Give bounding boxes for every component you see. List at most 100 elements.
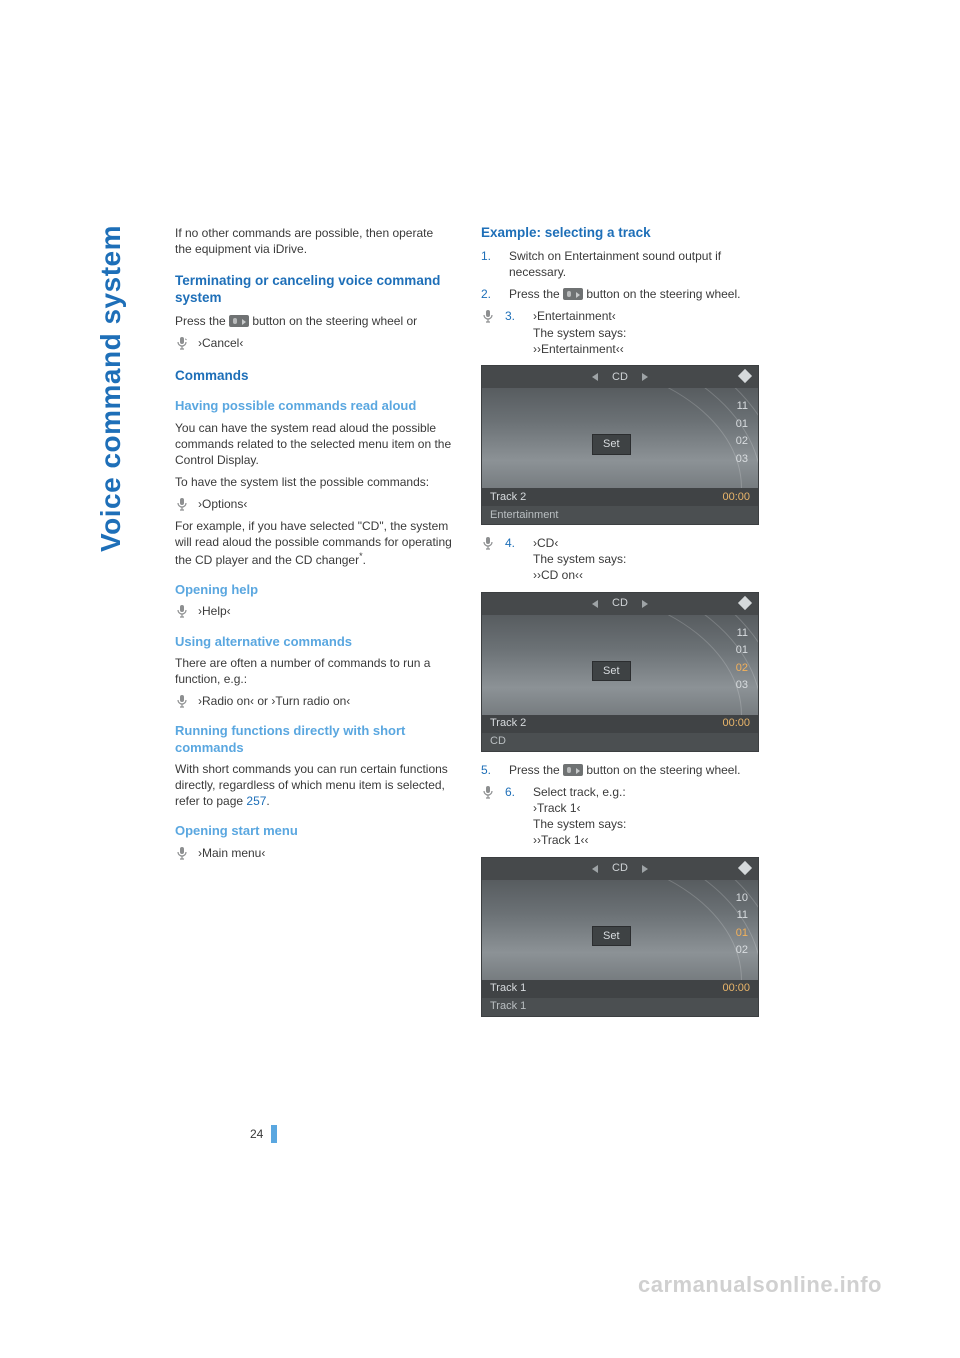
step-4-cmd: ›CD‹: [533, 535, 759, 551]
sc-track: Track 2: [490, 716, 526, 731]
mic-icon: [175, 497, 189, 511]
step-6-cmd: ›Track 1‹: [533, 800, 759, 816]
step-4-says: The system says:: [533, 551, 759, 567]
step-4-resp: ››CD on‹‹: [533, 567, 759, 583]
steps-list: 1. Switch on Entertainment sound output …: [481, 248, 759, 303]
sc-trackbar: Track 2 00:00: [482, 488, 758, 506]
step-6-says: The system says:: [533, 816, 759, 832]
steps-list-2: 5. Press the button on the steering whee…: [481, 762, 759, 778]
step-num: 2.: [481, 286, 499, 302]
sc-track: Track 2: [490, 490, 526, 505]
sc-track: Track 1: [490, 981, 526, 996]
terminate-text: Press the button on the steering wheel o…: [175, 313, 453, 329]
sc-set: Set: [592, 926, 631, 947]
step-num: 5.: [481, 762, 499, 778]
intro-text: If no other commands are possible, then …: [175, 225, 453, 257]
mic-icon: [175, 694, 189, 708]
step-5a: Press the: [509, 763, 563, 777]
step-3-cmd: ›Entertainment‹: [533, 308, 759, 324]
page-number-value: 24: [250, 1127, 263, 1141]
sc-topbar: CD: [482, 366, 758, 388]
step-4: 4. ›CD‹ The system says: ››CD on‹‹: [481, 535, 759, 584]
side-title: Voice command system: [95, 225, 127, 552]
sc-top-label: CD: [612, 370, 628, 385]
heading-example: Example: selecting a track: [481, 225, 759, 242]
sc-trackbar: Track 1 00:00: [482, 980, 758, 998]
prev-icon: [592, 373, 598, 381]
step-2: 2. Press the button on the steering whee…: [481, 286, 759, 302]
mic-icon: [175, 336, 189, 350]
sc-trackbar: Track 2 00:00: [482, 715, 758, 733]
step-3-body: ›Entertainment‹ The system says: ››Enter…: [533, 308, 759, 357]
page-link-257[interactable]: 257: [246, 794, 266, 808]
heading-start-menu: Opening start menu: [175, 823, 453, 839]
diamond-icon: [738, 595, 752, 609]
read-p2: To have the system list the possible com…: [175, 474, 453, 490]
cmd-options: ›Options‹: [198, 496, 247, 512]
step-4-body: ›CD‹ The system says: ››CD on‹‹: [533, 535, 759, 584]
sc-time: 00:00: [722, 716, 750, 731]
step-num: 4.: [505, 535, 523, 584]
sc-top-label: CD: [612, 861, 628, 876]
short-p-a: With short commands you can run certain …: [175, 762, 448, 808]
heading-read-aloud: Having possible commands read aloud: [175, 398, 453, 414]
next-icon: [642, 373, 648, 381]
step-1-body: Switch on Entertainment sound output if …: [509, 248, 759, 280]
terminate-text-b: button on the steering wheel or: [249, 314, 417, 328]
step-num: 1.: [481, 248, 499, 280]
sc-bottombar: Track 1: [482, 998, 758, 1016]
prev-icon: [592, 600, 598, 608]
step-5-body: Press the button on the steering wheel.: [509, 762, 759, 778]
step-2b: button on the steering wheel.: [583, 287, 740, 301]
sc-top-label: CD: [612, 596, 628, 611]
voice-options: ›Options‹: [175, 496, 453, 512]
heading-commands: Commands: [175, 368, 453, 385]
step-1: 1. Switch on Entertainment sound output …: [481, 248, 759, 280]
sc-time: 00:00: [722, 981, 750, 996]
read-p1: You can have the system read aloud the p…: [175, 420, 453, 469]
step-num: 6.: [505, 784, 523, 849]
content-area: If no other commands are possible, then …: [175, 225, 775, 1027]
mic-icon: [175, 604, 189, 618]
voice-button-icon: [563, 764, 583, 776]
short-p: With short commands you can run certain …: [175, 761, 453, 810]
short-p-b: .: [266, 794, 269, 808]
cmd-cancel: ›Cancel‹: [198, 335, 243, 351]
sc-set: Set: [592, 661, 631, 682]
sc-time: 00:00: [722, 490, 750, 505]
cmd-help: ›Help‹: [198, 603, 231, 619]
heading-terminate: Terminating or canceling voice command s…: [175, 273, 453, 307]
watermark: carmanualsonline.info: [638, 1272, 882, 1298]
sc-wheel: Set 11010203: [482, 615, 758, 715]
alt-p: There are often a number of commands to …: [175, 655, 453, 687]
sc-set: Set: [592, 434, 631, 455]
next-icon: [642, 865, 648, 873]
voice-button-icon: [229, 315, 249, 327]
sc-topbar: CD: [482, 593, 758, 615]
step-2a: Press the: [509, 287, 563, 301]
heading-alt: Using alternative commands: [175, 634, 453, 650]
read-p3a: For example, if you have selected "CD", …: [175, 519, 452, 567]
sc-wheel: Set 10110102: [482, 880, 758, 980]
step-3-resp: ››Entertainment‹‹: [533, 341, 759, 357]
mic-icon: [481, 309, 495, 323]
mic-icon: [175, 846, 189, 860]
voice-help: ›Help‹: [175, 603, 453, 619]
screenshot-cd: CD Set 11010203 Track 2 00:00 CD: [481, 592, 759, 752]
heading-help: Opening help: [175, 582, 453, 598]
step-3-says: The system says:: [533, 325, 759, 341]
step-2-body: Press the button on the steering wheel.: [509, 286, 759, 302]
sc-nums: 11010203: [736, 398, 748, 468]
diamond-icon: [738, 369, 752, 383]
screenshot-entertainment: CD Set 11010203 Track 2 00:00 Entertainm…: [481, 365, 759, 525]
read-p3: For example, if you have selected "CD", …: [175, 518, 453, 569]
voice-button-icon: [563, 288, 583, 300]
voice-radio: ›Radio on‹ or ›Turn radio on‹: [175, 693, 453, 709]
step-6: 6. Select track, e.g.: ›Track 1‹ The sys…: [481, 784, 759, 849]
cmd-main-menu: ›Main menu‹: [198, 845, 265, 861]
heading-short: Running functions directly with short co…: [175, 723, 453, 756]
sc-wheel: Set 11010203: [482, 388, 758, 488]
sc-bottombar: CD: [482, 733, 758, 751]
voice-main-menu: ›Main menu‹: [175, 845, 453, 861]
step-6-body: Select track, e.g.: ›Track 1‹ The system…: [533, 784, 759, 849]
